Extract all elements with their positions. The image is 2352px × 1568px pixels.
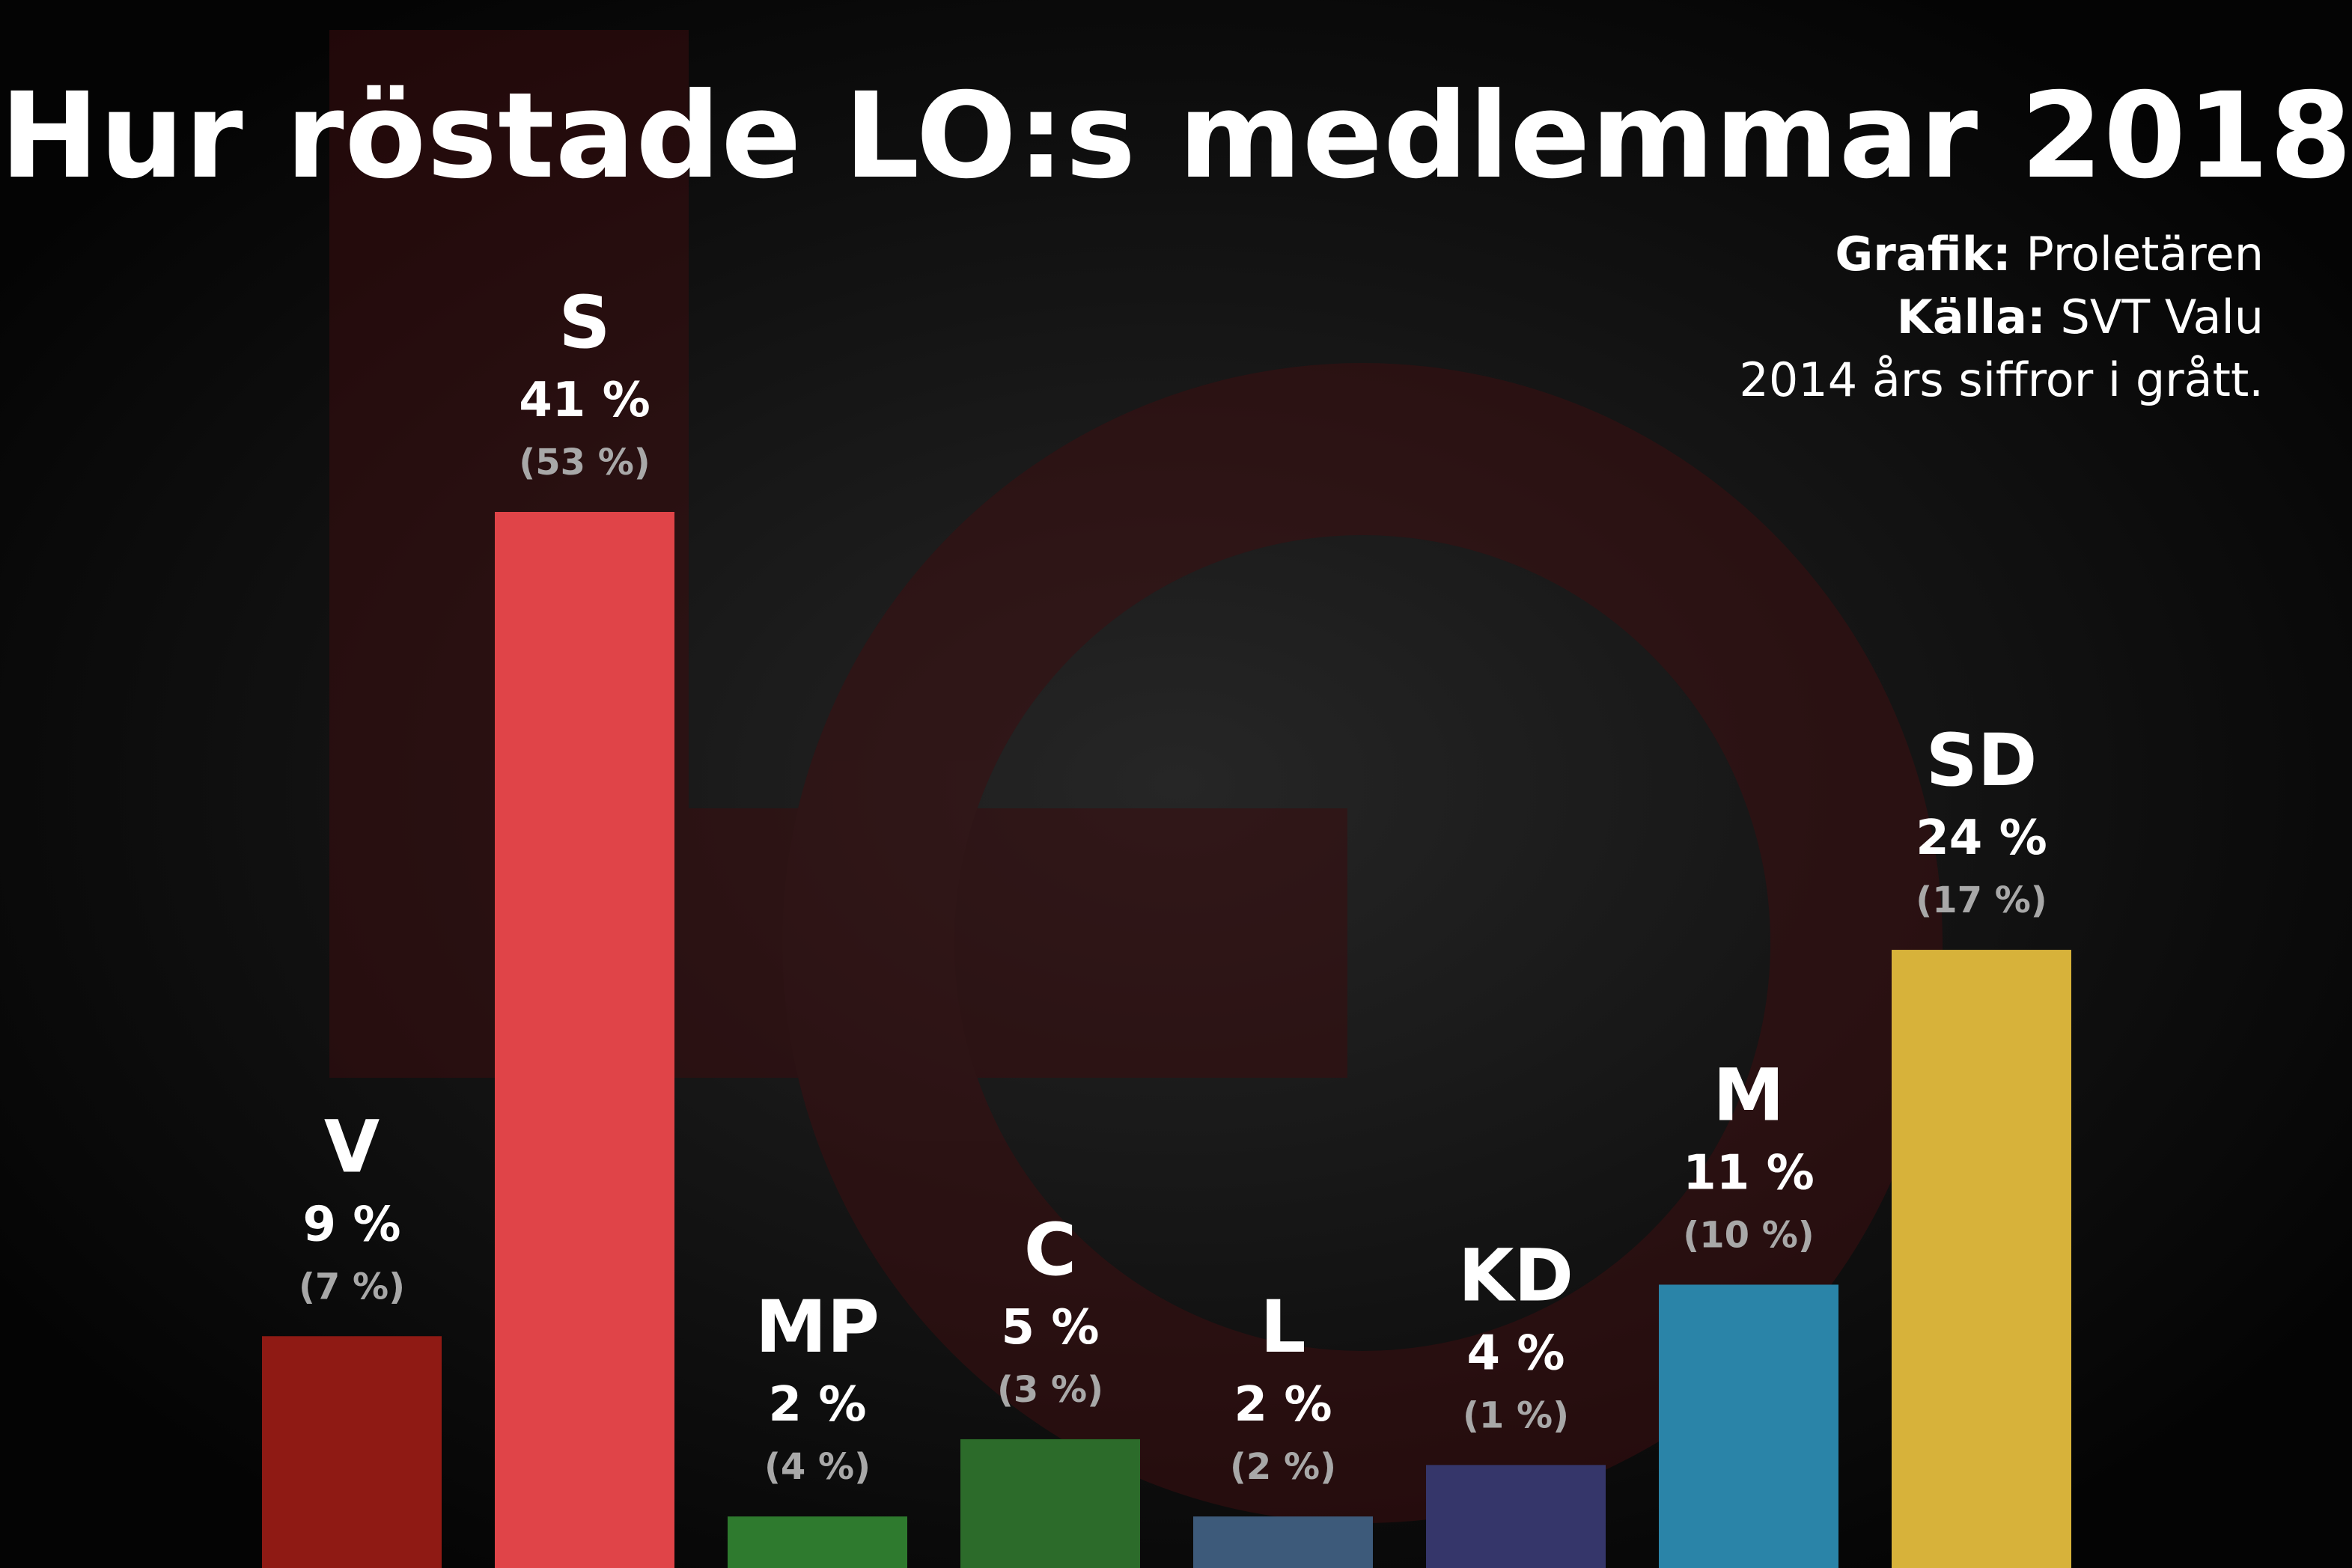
previous-label-sd: (17 %)	[1916, 879, 2047, 921]
bar-v	[262, 1336, 442, 1568]
value-label-c: 5 %	[1002, 1300, 1100, 1355]
value-label-l: 2 %	[1234, 1377, 1332, 1433]
bar-mp	[728, 1516, 907, 1568]
previous-label-kd: (1 %)	[1463, 1394, 1569, 1436]
previous-label-m: (10 %)	[1683, 1214, 1814, 1256]
value-label-mp: 2 %	[769, 1377, 867, 1433]
credits: Grafik: Proletären Källa: SVT Valu 2014 …	[1739, 223, 2264, 412]
category-label-m: M	[1713, 1053, 1785, 1137]
bar-kd	[1426, 1465, 1606, 1568]
category-label-s: S	[558, 281, 610, 364]
value-label-sd: 24 %	[1916, 811, 2047, 866]
category-label-l: L	[1260, 1285, 1306, 1369]
credit-grafik-value: Proletären	[2026, 227, 2264, 281]
credit-note: 2014 års siffror i grått.	[1739, 353, 2264, 407]
category-label-sd: SD	[1926, 719, 2038, 802]
value-label-s: 41 %	[519, 373, 650, 428]
chart-title: Hur röstade LO:s medlemmar 2018?	[0, 67, 2352, 205]
credit-kalla-value: SVT Valu	[2060, 290, 2264, 344]
category-label-v: V	[324, 1105, 380, 1189]
credit-kalla-label: Källa:	[1896, 290, 2046, 344]
category-label-mp: MP	[755, 1285, 880, 1369]
credit-grafik: Grafik: Proletären	[1739, 223, 2264, 286]
category-label-c: C	[1024, 1208, 1076, 1292]
bar-l	[1193, 1516, 1373, 1568]
credit-grafik-label: Grafik:	[1835, 227, 2011, 281]
credit-kalla: Källa: SVT Valu	[1739, 286, 2264, 349]
value-label-m: 11 %	[1683, 1145, 1814, 1201]
value-label-kd: 4 %	[1467, 1326, 1565, 1381]
previous-label-c: (3 %)	[997, 1369, 1103, 1411]
previous-label-s: (53 %)	[519, 442, 650, 483]
previous-label-l: (2 %)	[1230, 1446, 1336, 1488]
bar-s	[495, 512, 674, 1568]
previous-label-mp: (4 %)	[764, 1446, 871, 1488]
previous-label-v: (7 %)	[299, 1266, 405, 1308]
bar-c	[960, 1439, 1140, 1568]
category-label-kd: KD	[1458, 1233, 1573, 1317]
value-label-v: 9 %	[303, 1197, 401, 1252]
bar-sd	[1892, 950, 2071, 1568]
bar-m	[1659, 1284, 1838, 1568]
